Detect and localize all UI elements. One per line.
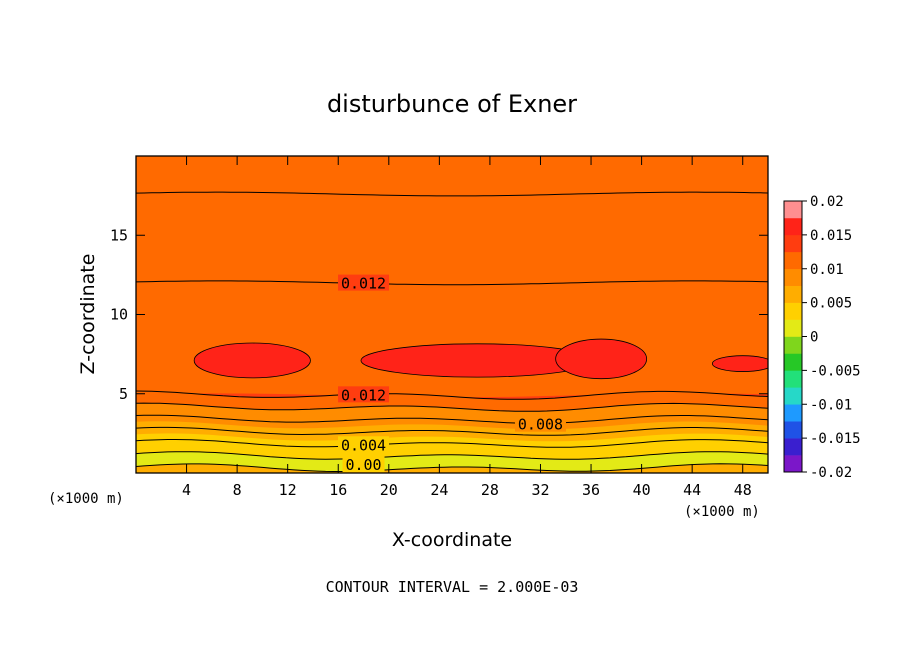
colorbar-tick-label: 0.02	[810, 194, 844, 210]
colorbar-segment	[784, 217, 802, 236]
y-tick-label: 15	[110, 226, 128, 244]
x-tick-label: 4	[182, 481, 191, 499]
upper-band-0.01	[136, 156, 768, 398]
chart-title: disturbunce of Exner	[327, 90, 577, 118]
contour-line	[136, 451, 768, 460]
contour-label-bg	[338, 274, 390, 291]
colorbar-segment	[784, 455, 802, 473]
colorbar-segment	[784, 201, 802, 219]
contour-line	[136, 463, 768, 472]
x-tick-label: 44	[683, 481, 701, 499]
contour-label-5: 0.00	[345, 456, 381, 474]
colorbar-segment	[784, 268, 802, 286]
contour-label-3: 0.008	[518, 416, 563, 434]
colorbar-tick-label: 0	[810, 330, 818, 346]
x-tick-label: 36	[582, 481, 600, 499]
x-tick-label: 20	[380, 481, 398, 499]
high-value-cell-1	[193, 342, 311, 379]
colorbar-segment	[784, 285, 802, 303]
colorbar-segment	[784, 353, 802, 371]
contour-line	[136, 414, 768, 424]
colorbar-tick-label: -0.01	[810, 397, 852, 413]
x-tick-label: 24	[430, 481, 448, 499]
colorbar: 0.02 0.015 0.01 0.005 0 -0.005 -0.01 -0.015 -0.0…	[783, 194, 861, 481]
x-axis-unit: (×1000 m)	[684, 504, 760, 520]
colorbar-segment	[784, 234, 802, 253]
contour-line	[136, 280, 768, 286]
colorbar-tick-label: -0.02	[810, 465, 852, 481]
high-value-cell-4	[711, 355, 768, 372]
x-axis-label: X-coordinate	[392, 529, 512, 551]
x-tick-label: 16	[329, 481, 347, 499]
x-tick-label: 8	[233, 481, 242, 499]
contour-label-4: 0.004	[341, 436, 386, 454]
colorbar-segment	[784, 336, 802, 354]
contour-line	[136, 402, 768, 412]
y-axis-label: Z-coordinate	[77, 254, 99, 375]
contour-label-bg	[338, 436, 390, 453]
high-value-cells	[193, 338, 768, 380]
x-tick-label: 40	[633, 481, 651, 499]
colorbar-tick-label: 0.01	[810, 262, 844, 278]
x-axis-ticks: 4 8 12 16 20 24 28 32 36 40 44 48	[182, 156, 752, 499]
contour-label-bg	[342, 456, 385, 473]
y-axis-unit: (×1000 m)	[48, 491, 124, 507]
y-axis-ticks: 5 10 15	[110, 226, 768, 403]
colorbar-segment	[784, 404, 802, 422]
colorbar-segment	[784, 302, 802, 320]
colorbar-segment	[784, 387, 802, 405]
contour-line	[136, 191, 768, 197]
colorbar-segment	[784, 319, 802, 337]
x-tick-label: 12	[279, 481, 297, 499]
contour-lines	[136, 191, 768, 472]
colorbar-segment	[784, 370, 802, 388]
colorbar-segment	[784, 421, 802, 439]
contour-line	[136, 390, 768, 400]
x-tick-label: 48	[734, 481, 752, 499]
contour-labels: 0.012 0.012 0.008 0.004 0.00	[338, 274, 566, 474]
contour-label-bg	[514, 415, 566, 432]
colorbar-segment	[784, 251, 802, 270]
colorbar-segment	[784, 438, 802, 456]
colorbar-tick-label: 0.015	[810, 228, 852, 244]
contour-line	[136, 426, 768, 436]
contour-line	[136, 439, 768, 448]
high-value-cell-3	[555, 338, 648, 380]
x-tick-label: 32	[531, 481, 549, 499]
colorbar-tick-label: 0.005	[810, 296, 852, 312]
contour-fill-layer	[136, 156, 768, 473]
contour-label-bg	[338, 386, 390, 403]
contour-interval-note: CONTOUR INTERVAL = 2.000E-03	[326, 578, 579, 596]
y-tick-label: 10	[110, 306, 128, 324]
colorbar-tick-label: -0.015	[810, 431, 861, 447]
contour-label-1: 0.012	[341, 275, 386, 293]
color-bands	[136, 156, 768, 473]
x-tick-label: 28	[481, 481, 499, 499]
y-tick-label: 5	[119, 385, 128, 403]
colorbar-tick-label: -0.005	[810, 363, 861, 379]
contour-label-2: 0.012	[341, 386, 386, 404]
